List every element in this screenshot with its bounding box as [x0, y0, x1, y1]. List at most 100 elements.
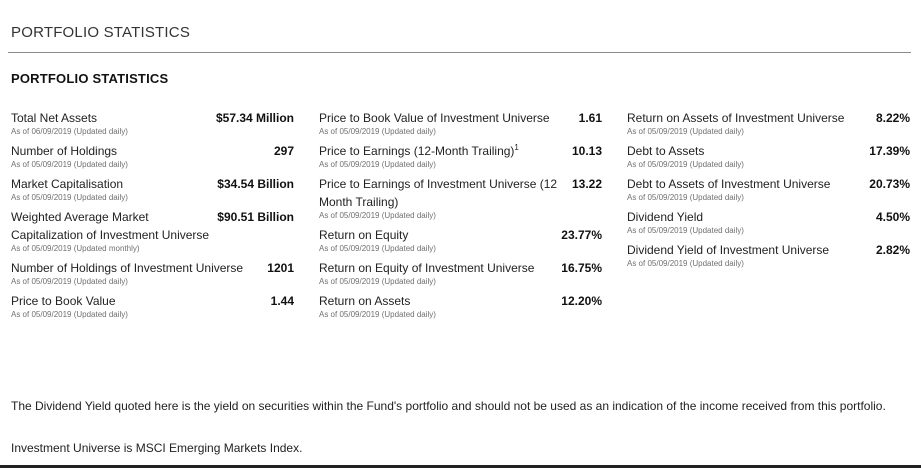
stat-as-of-date: As of 05/09/2019 (Updated daily) [627, 226, 744, 235]
stat-label-group: Return on Assets As of 05/09/2019 (Update… [319, 292, 561, 320]
stat-label: Price to Earnings (12-Month Trailing)1 [319, 142, 564, 160]
stat-label-group: Total Net Assets As of 06/09/2019 (Update… [11, 109, 216, 137]
stat-label: Market Capitalisation [11, 175, 209, 193]
stat-row: Return on Equity As of 05/09/2019 (Update… [319, 226, 602, 254]
stat-value: 297 [273, 144, 294, 158]
stat-value: 8.22% [875, 111, 910, 125]
stat-label: Debt to Assets [627, 142, 861, 160]
stat-as-of-date: As of 05/09/2019 (Updated daily) [319, 160, 436, 169]
stat-as-of-date: As of 05/09/2019 (Updated daily) [319, 127, 436, 136]
stat-label-text: Return on Assets [319, 294, 411, 308]
stat-row: Price to Book Value As of 05/09/2019 (Upd… [11, 292, 294, 320]
stat-label: Dividend Yield [627, 208, 868, 226]
stats-column-2: Price to Book Value of Investment Univer… [319, 109, 602, 325]
stat-label: Total Net Assets [11, 109, 208, 127]
stat-label-group: Debt to Assets of Investment Universe As … [627, 175, 869, 203]
portfolio-statistics-heading: PORTFOLIO STATISTICS [11, 71, 169, 86]
stat-label-text: Price to Earnings of Investment Universe… [319, 177, 558, 209]
title-divider [8, 52, 911, 53]
stat-value: $34.54 Billion [217, 177, 294, 191]
stat-label-group: Return on Equity As of 05/09/2019 (Update… [319, 226, 561, 254]
stat-as-of-date: As of 05/09/2019 (Updated daily) [319, 211, 436, 220]
stat-label-text: Price to Book Value [11, 294, 116, 308]
stats-column-1: Total Net Assets As of 06/09/2019 (Update… [11, 109, 294, 325]
stat-row: Weighted Average Market Capitalization o… [11, 208, 294, 254]
stat-label: Price to Book Value [11, 292, 263, 310]
stat-row: Return on Equity of Investment Universe A… [319, 259, 602, 287]
stat-value: 12.20% [561, 294, 602, 308]
stat-label: Number of Holdings [11, 142, 266, 160]
stat-label-group: Number of Holdings As of 05/09/2019 (Upda… [11, 142, 274, 170]
stat-value: $90.51 Billion [217, 210, 294, 224]
stat-row: Number of Holdings of Investment Univers… [11, 259, 294, 287]
stat-label: Number of Holdings of Investment Univers… [11, 259, 259, 277]
stat-row: Return on Assets of Investment Universe A… [627, 109, 910, 137]
stat-as-of-date: As of 05/09/2019 (Updated daily) [11, 310, 128, 319]
stat-label-group: Return on Assets of Investment Universe A… [627, 109, 876, 137]
dividend-yield-footnote: The Dividend Yield quoted here is the yi… [11, 399, 886, 413]
stat-row: Price to Earnings of Investment Universe… [319, 175, 602, 221]
footnote-marker: 1 [514, 143, 519, 152]
stat-as-of-date: As of 05/09/2019 (Updated monthly) [11, 244, 140, 253]
investment-universe-footnote: Investment Universe is MSCI Emerging Mar… [11, 441, 303, 455]
stat-value: 1.61 [578, 111, 602, 125]
stat-value: 20.73% [869, 177, 910, 191]
stat-label: Return on Equity of Investment Universe [319, 259, 553, 277]
stat-as-of-date: As of 05/09/2019 (Updated daily) [627, 127, 744, 136]
stat-label-text: Number of Holdings [11, 144, 118, 158]
stat-label-text: Return on Assets of Investment Universe [627, 111, 845, 125]
stat-label-group: Dividend Yield As of 05/09/2019 (Updated … [627, 208, 876, 236]
stat-as-of-date: As of 05/09/2019 (Updated daily) [627, 160, 744, 169]
stat-label-group: Price to Book Value of Investment Univer… [319, 109, 579, 137]
stat-row: Total Net Assets As of 06/09/2019 (Update… [11, 109, 294, 137]
stat-row: Price to Earnings (12-Month Trailing)1 As… [319, 142, 602, 170]
bottom-divider [0, 465, 921, 468]
stat-label-group: Price to Earnings (12-Month Trailing)1 As… [319, 142, 572, 170]
stat-label-text: Weighted Average Market Capitalization o… [11, 210, 210, 242]
stat-value: 1201 [267, 261, 294, 275]
stat-label-text: Return on Equity [319, 228, 409, 242]
stat-value: 16.75% [561, 261, 602, 275]
stat-label-group: Market Capitalisation As of 05/09/2019 (U… [11, 175, 217, 203]
stat-label-text: Number of Holdings of Investment Univers… [11, 261, 244, 275]
stat-label-text: Dividend Yield of Investment Universe [627, 243, 830, 257]
stat-value: 1.44 [270, 294, 294, 308]
stat-as-of-date: As of 05/09/2019 (Updated daily) [11, 160, 128, 169]
stat-row: Return on Assets As of 05/09/2019 (Update… [319, 292, 602, 320]
stat-label-group: Number of Holdings of Investment Univers… [11, 259, 267, 287]
stat-value: 13.22 [571, 177, 602, 191]
stat-value: 17.39% [869, 144, 910, 158]
stat-label-group: Price to Book Value As of 05/09/2019 (Upd… [11, 292, 271, 320]
stat-label: Return on Assets [319, 292, 553, 310]
stat-label: Return on Assets of Investment Universe [627, 109, 868, 127]
stat-label: Price to Book Value of Investment Univer… [319, 109, 571, 127]
stat-label-group: Dividend Yield of Investment Universe As … [627, 241, 876, 269]
stat-as-of-date: As of 05/09/2019 (Updated daily) [627, 259, 744, 268]
stat-label-text: Price to Book Value of Investment Univer… [319, 111, 550, 125]
stat-value: 23.77% [561, 228, 602, 242]
stat-label-text: Dividend Yield [627, 210, 704, 224]
stat-label-group: Price to Earnings of Investment Universe… [319, 175, 572, 221]
stat-row: Debt to Assets As of 05/09/2019 (Updated … [627, 142, 910, 170]
stat-label: Price to Earnings of Investment Universe… [319, 175, 564, 211]
stat-row: Market Capitalisation As of 05/09/2019 (U… [11, 175, 294, 203]
stat-as-of-date: As of 05/09/2019 (Updated daily) [319, 277, 436, 286]
stat-as-of-date: As of 05/09/2019 (Updated daily) [319, 244, 436, 253]
stat-as-of-date: As of 05/09/2019 (Updated daily) [11, 277, 128, 286]
stat-row: Price to Book Value of Investment Univer… [319, 109, 602, 137]
stat-label-group: Weighted Average Market Capitalization o… [11, 208, 217, 254]
stat-row: Number of Holdings As of 05/09/2019 (Upda… [11, 142, 294, 170]
stat-value: 4.50% [875, 210, 910, 224]
stat-label: Debt to Assets of Investment Universe [627, 175, 861, 193]
stat-row: Debt to Assets of Investment Universe As … [627, 175, 910, 203]
stat-label-text: Debt to Assets [627, 144, 705, 158]
stat-label: Return on Equity [319, 226, 553, 244]
stat-label-group: Debt to Assets As of 05/09/2019 (Updated … [627, 142, 869, 170]
stat-label-text: Price to Earnings (12-Month Trailing) [319, 144, 515, 158]
stat-label-text: Market Capitalisation [11, 177, 124, 191]
stat-value: 10.13 [571, 144, 602, 158]
stat-label-text: Return on Equity of Investment Universe [319, 261, 535, 275]
stat-value: 2.82% [875, 243, 910, 257]
stat-label: Dividend Yield of Investment Universe [627, 241, 868, 259]
stats-column-3: Return on Assets of Investment Universe A… [627, 109, 910, 274]
